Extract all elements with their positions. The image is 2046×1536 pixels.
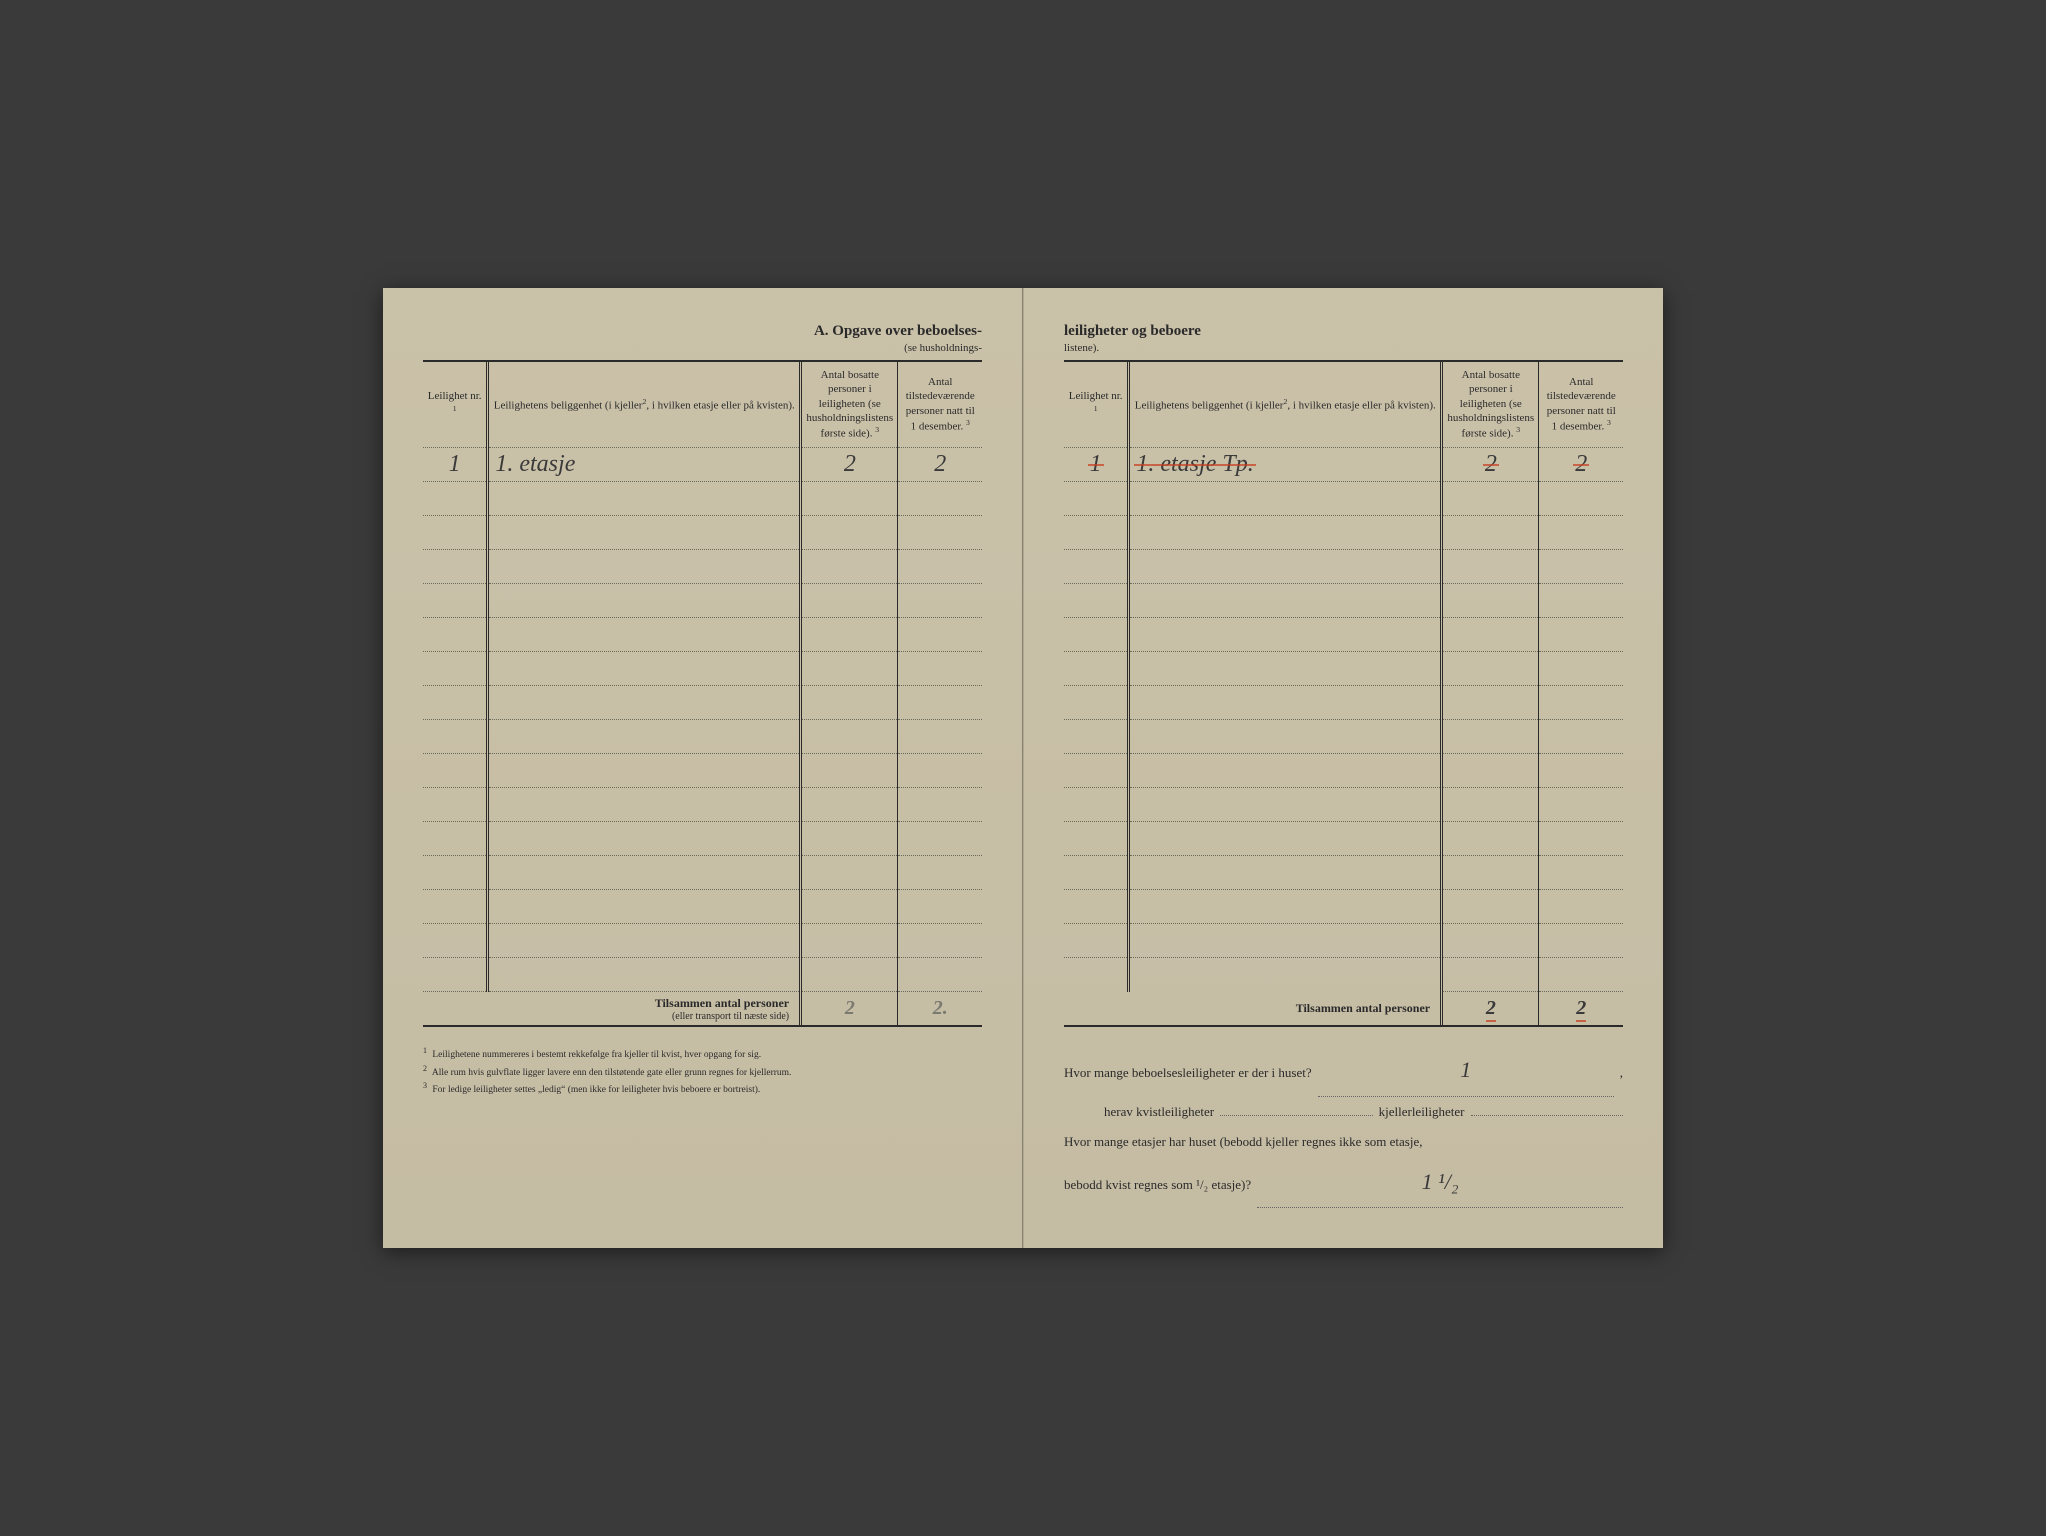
q2b-text: kjellerleiligheter (1379, 1097, 1465, 1127)
table-row (1064, 754, 1623, 788)
subtitle-left: (se husholdnings- (423, 342, 982, 354)
table-row (1064, 788, 1623, 822)
table-row (1064, 958, 1623, 992)
header-count: Antal bosatte personer i leiligheten (se… (801, 362, 898, 448)
table-row (1064, 856, 1623, 890)
rule-bottom (423, 1025, 982, 1027)
table-row (1064, 482, 1623, 516)
table-row: 1 1. etasje Tp. 2 2 (1064, 448, 1623, 482)
header-present: Antal tilstedeværende personer natt til … (1539, 362, 1623, 448)
table-row (1064, 550, 1623, 584)
table-row (423, 686, 982, 720)
table-row (423, 516, 982, 550)
table-row (1064, 924, 1623, 958)
total-count-left: 2 (845, 997, 855, 1019)
subtitle-right: listene). (1064, 342, 1623, 354)
table-row (423, 958, 982, 992)
table-row (423, 856, 982, 890)
table-row (1064, 720, 1623, 754)
table-row (1064, 890, 1623, 924)
table-row (423, 822, 982, 856)
left-page: A. Opgave over beboelses- (se husholdnin… (383, 288, 1023, 1248)
title-right: leiligheter og beboere (1064, 323, 1623, 340)
table-row (423, 924, 982, 958)
header-count: Antal bosatte personer i leiligheten (se… (1442, 362, 1539, 448)
table-row (423, 720, 982, 754)
table-row (423, 788, 982, 822)
handwritten-entry: 2 (844, 451, 856, 477)
total-present-left: 2. (933, 997, 948, 1019)
table-row (1064, 618, 1623, 652)
table-row (1064, 686, 1623, 720)
table-row (1064, 584, 1623, 618)
table-header-row: Leilighet nr. 1 Leilighetens beliggenhet… (1064, 362, 1623, 448)
table-row (423, 550, 982, 584)
table-row (423, 584, 982, 618)
handwritten-entry: 2 (1485, 451, 1497, 477)
rule-bottom-r (1064, 1025, 1623, 1027)
table-row (423, 890, 982, 924)
q1-text: Hvor mange beboelsesleiligheter er der i… (1064, 1058, 1312, 1088)
census-table-left: Leilighet nr. 1 Leilighetens beliggenhet… (423, 362, 982, 1025)
q1-answer: 1 (1460, 1057, 1471, 1082)
q2a-text: herav kvistleiligheter (1104, 1097, 1214, 1127)
handwritten-entry: 1 (1090, 451, 1102, 477)
q3-answer: 1 ¹/₂ (1422, 1169, 1459, 1194)
questions-block: Hvor mange beboelsesleiligheter er der i… (1064, 1045, 1623, 1208)
document-spread: A. Opgave over beboelses- (se husholdnin… (383, 288, 1663, 1248)
handwritten-entry: 2 (1575, 451, 1587, 477)
handwritten-entry: 2 (934, 451, 946, 477)
handwritten-entry: 1. etasje Tp. (1136, 451, 1253, 477)
header-nr: Leilighet nr. 1 (1064, 362, 1129, 448)
q3b-text: bebodd kvist regnes som ¹/₂ etasje)? (1064, 1170, 1251, 1200)
footnote-1: Leilighetene nummereres i bestemt rekkef… (432, 1050, 761, 1060)
table-row (423, 754, 982, 788)
table-row (423, 482, 982, 516)
header-desc: Leilighetens beliggenhet (i kjeller2, i … (488, 362, 801, 448)
header-present: Antal tilstedeværende personer natt til … (898, 362, 982, 448)
totals-row-left: Tilsammen antal personer (eller transpor… (423, 992, 982, 1026)
q3a-text: Hvor mange etasjer har huset (bebodd kje… (1064, 1127, 1623, 1157)
total-present-right: 2 (1576, 997, 1586, 1022)
totals-label: Tilsammen antal personer (1296, 1001, 1430, 1015)
q2a-answer (1220, 1115, 1373, 1116)
title-left: A. Opgave over beboelses- (423, 323, 982, 340)
table-row (1064, 516, 1623, 550)
header-desc: Leilighetens beliggenhet (i kjeller2, i … (1129, 362, 1442, 448)
right-page: leiligheter og beboere listene). Leiligh… (1023, 288, 1663, 1248)
totals-sublabel: (eller transport til næste side) (429, 1011, 789, 1022)
table-row: 1 1. etasje 2 2 (423, 448, 982, 482)
table-row (1064, 822, 1623, 856)
table-row (1064, 652, 1623, 686)
total-count-right: 2 (1486, 997, 1496, 1022)
footnote-3: For ledige leiligheter settes „ledig“ (m… (432, 1085, 760, 1095)
footnotes: 1 Leilighetene nummereres i bestemt rekk… (423, 1045, 982, 1097)
handwritten-entry: 1. etasje (495, 451, 575, 477)
table-row (423, 652, 982, 686)
totals-label: Tilsammen antal personer (655, 996, 789, 1010)
footnote-2: Alle rum hvis gulvflate ligger lavere en… (432, 1068, 792, 1078)
table-row (423, 618, 982, 652)
header-nr: Leilighet nr. 1 (423, 362, 488, 448)
totals-row-right: Tilsammen antal personer 2 2 (1064, 992, 1623, 1026)
table-header-row: Leilighet nr. 1 Leilighetens beliggenhet… (423, 362, 982, 448)
q2b-answer (1471, 1115, 1624, 1116)
handwritten-entry: 1 (449, 451, 461, 477)
census-table-right: Leilighet nr. 1 Leilighetens beliggenhet… (1064, 362, 1623, 1025)
